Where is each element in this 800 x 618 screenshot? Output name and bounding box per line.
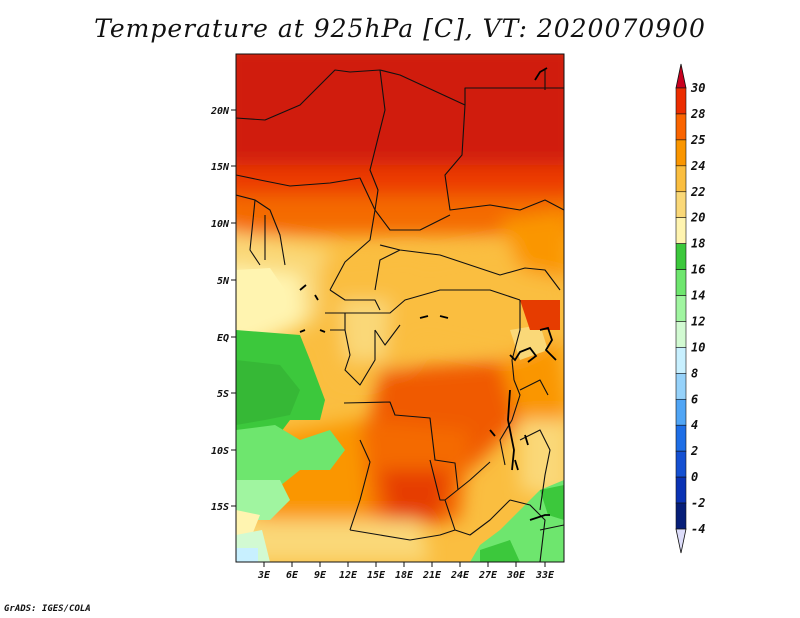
lon-tick-label: 30E — [506, 570, 526, 581]
colorbar-band — [675, 424, 687, 452]
map-frame — [235, 53, 565, 563]
colorbar-band — [675, 165, 687, 193]
colorbar-bottom-arrow — [675, 528, 687, 554]
chart-title: Temperature at 925hPa [C], VT: 202007090… — [94, 14, 706, 43]
colorbar-label: 4 — [691, 418, 698, 432]
colorbar-label: 12 — [691, 314, 705, 328]
longitude-axis: 3E 6E 9E 12E 15E 18E 21E 24E 27E 30E 33E — [257, 562, 555, 581]
colorbar-band — [675, 347, 687, 374]
colorbar-band — [675, 87, 687, 115]
colorbar-label: 18 — [691, 237, 705, 251]
colorbar-label: 10 — [691, 340, 705, 354]
lon-tick-label: 21E — [422, 570, 442, 581]
colorbar-band — [675, 502, 687, 530]
lat-tick-label: 15S — [211, 502, 229, 513]
colorbar-band — [675, 191, 687, 219]
colorbar-band — [675, 217, 687, 244]
lon-tick-label: 24E — [450, 570, 470, 581]
colorbar-label: -2 — [691, 496, 705, 510]
lat-tick-label: 5N — [217, 276, 230, 287]
colorbar-band — [675, 321, 687, 348]
lon-tick-label: 9E — [314, 570, 327, 581]
lon-tick-label: 6E — [286, 570, 299, 581]
colorbar-label: 2 — [690, 444, 698, 458]
colorbar-top-arrow — [675, 63, 687, 89]
lat-tick-label: 20N — [210, 106, 230, 117]
colorbar-label: 6 — [691, 392, 698, 406]
colorbar-label: 30 — [690, 81, 705, 95]
colorbar-band — [675, 113, 687, 141]
latitude-axis: 20N 15N 10N 5N EQ 5S 10S 15S — [210, 106, 236, 513]
colorbar-label: 0 — [691, 470, 698, 484]
colorbar-band — [675, 476, 687, 504]
lat-tick-label: 10S — [211, 446, 229, 457]
colorbar-label: 22 — [690, 185, 705, 199]
colorbar-label: 8 — [691, 366, 698, 380]
lon-tick-label: 18E — [395, 570, 414, 581]
colorbar-band — [675, 139, 687, 167]
lon-tick-label: 15E — [367, 570, 386, 581]
colorbar-label: 14 — [691, 289, 705, 303]
lat-tick-label: 15N — [211, 162, 230, 173]
lat-tick-label: 5S — [217, 389, 229, 400]
colorbar-band — [675, 398, 687, 426]
colorbar-band — [675, 295, 687, 322]
colorbar-label: 28 — [690, 107, 705, 121]
lon-tick-label: 12E — [339, 570, 358, 581]
lat-tick-label: EQ — [217, 333, 229, 344]
colorbar-band — [675, 373, 687, 400]
colorbar-label: 20 — [690, 211, 705, 225]
lon-tick-label: 3E — [257, 570, 271, 581]
colorbar-band — [675, 450, 687, 478]
lon-tick-label: 27E — [478, 570, 498, 581]
lon-tick-label: 33E — [535, 570, 555, 581]
colorbar-band — [675, 243, 687, 270]
footer-credit: GrADS: IGES/COLA — [4, 604, 91, 614]
colorbar-label: -4 — [691, 522, 705, 536]
colorbar-label: 24 — [690, 159, 705, 173]
colorbar-band — [675, 269, 687, 296]
country-borders — [236, 69, 564, 562]
temperature-field — [236, 54, 564, 562]
colorbar-label: 16 — [691, 263, 705, 277]
lakes — [299, 67, 557, 521]
lat-tick-label: 10N — [211, 219, 230, 230]
colorbar-label: 25 — [690, 133, 705, 147]
